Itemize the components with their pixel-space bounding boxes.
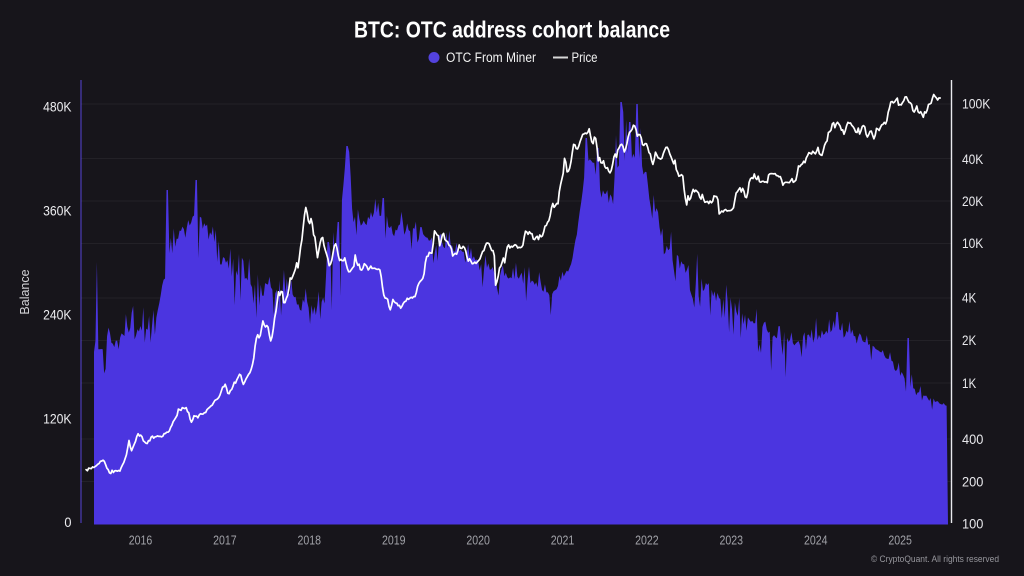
- svg-text:2K: 2K: [962, 332, 977, 348]
- svg-text:2016: 2016: [129, 533, 153, 548]
- svg-text:2021: 2021: [551, 533, 575, 548]
- svg-text:2020: 2020: [466, 533, 490, 548]
- svg-text:© CryptoQuant. All rights rese: © CryptoQuant. All rights reserved: [871, 554, 999, 564]
- svg-text:2019: 2019: [382, 533, 406, 548]
- svg-text:360K: 360K: [43, 203, 72, 219]
- svg-text:200: 200: [962, 474, 983, 490]
- svg-text:Balance: Balance: [18, 269, 32, 314]
- svg-text:2022: 2022: [635, 533, 659, 548]
- svg-text:OTC From Miner: OTC From Miner: [446, 50, 536, 65]
- svg-text:2025: 2025: [888, 533, 912, 548]
- svg-text:2024: 2024: [804, 533, 828, 548]
- svg-text:40K: 40K: [962, 151, 984, 167]
- svg-text:2018: 2018: [298, 533, 322, 548]
- svg-text:4K: 4K: [962, 290, 977, 306]
- svg-text:Price: Price: [572, 50, 598, 65]
- svg-text:20K: 20K: [962, 193, 984, 209]
- svg-text:1K: 1K: [962, 375, 977, 391]
- svg-text:400: 400: [962, 431, 983, 447]
- svg-text:2017: 2017: [213, 533, 237, 548]
- svg-text:100: 100: [962, 516, 983, 532]
- svg-text:2023: 2023: [720, 533, 744, 548]
- svg-text:10K: 10K: [962, 235, 984, 251]
- svg-text:120K: 120K: [43, 411, 72, 427]
- svg-text:480K: 480K: [43, 99, 72, 115]
- svg-text:0: 0: [64, 514, 71, 530]
- svg-text:BTC: OTC address cohort balanc: BTC: OTC address cohort balance: [354, 17, 670, 43]
- svg-text:100K: 100K: [962, 96, 991, 112]
- svg-text:240K: 240K: [43, 307, 72, 323]
